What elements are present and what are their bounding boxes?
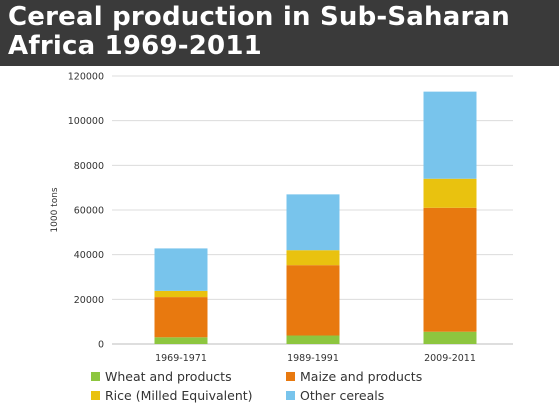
bar-segment [286,335,340,344]
y-tick-label: 20000 [74,295,104,306]
legend-label: Maize and products [300,369,422,384]
bar-segment [286,265,340,336]
legend-label: Rice (Milled Equivalent) [105,388,253,403]
bar-segment [423,91,477,179]
y-tick-label: 120000 [68,72,104,83]
x-tick-label: 1969-1971 [155,353,207,364]
bar-segment [154,297,208,338]
legend-swatch [91,391,100,400]
x-tick-label: 1989-1991 [287,353,339,364]
bar-segment [154,290,208,298]
y-tick-label: 60000 [74,206,104,217]
bar-segment [286,250,340,266]
bar-segment [423,207,477,332]
bar-segment [423,178,477,208]
legend-swatch [286,391,295,400]
y-tick-label: 40000 [74,250,104,261]
bar-segment [154,337,208,344]
y-tick-label: 80000 [74,161,104,172]
bar-segment [286,194,340,251]
bar-segment [154,248,208,291]
legend-swatch [286,372,295,381]
y-tick-label: 100000 [68,116,104,127]
y-tick-label: 0 [98,340,104,351]
chart-title-line-1: Cereal production in Sub-Saharan [8,2,510,32]
y-axis-title: 1000 tons [50,187,60,233]
bar-segment [423,331,477,344]
legend-label: Wheat and products [105,369,232,384]
title-banner: Cereal production in Sub-Saharan Africa … [0,0,559,66]
chart-title-line-2: Africa 1969-2011 [8,31,262,61]
x-tick-label: 2009-2011 [424,353,476,364]
legend-swatch [91,372,100,381]
legend-label: Other cereals [300,388,384,403]
